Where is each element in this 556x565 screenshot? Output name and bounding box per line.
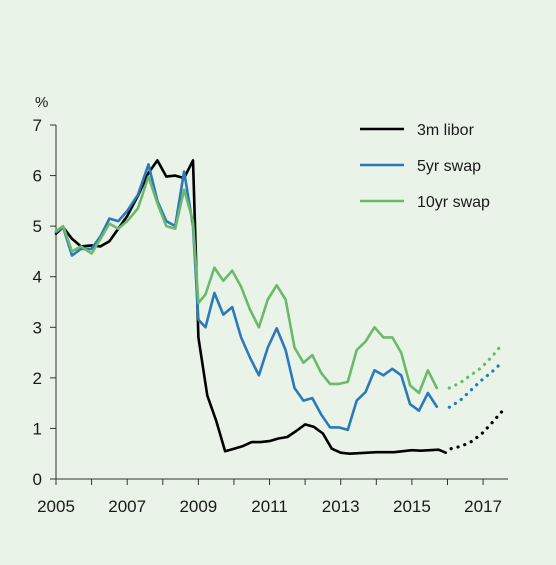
- x-tick-label: 2017: [464, 497, 502, 516]
- y-axis-unit-label: %: [35, 94, 48, 111]
- series-line-3m-libor: [54, 159, 448, 456]
- series-forecast-10yr-swap: [447, 341, 505, 390]
- y-tick-label: 5: [33, 217, 42, 236]
- series-layer: [54, 159, 505, 456]
- legend-label-5yr-swap: 5yr swap: [417, 158, 481, 175]
- y-tick-label: 0: [33, 470, 42, 489]
- x-tick-label: 2005: [37, 497, 75, 516]
- y-tick-label: 1: [33, 419, 42, 438]
- series-line-5yr-swap: [54, 163, 439, 432]
- axes: 0 1 2 3 4 5 6 7 2005 2007 2009 2011 2013 2015 2017: [33, 116, 508, 516]
- series-forecast-3m-libor: [449, 409, 505, 451]
- y-tick-label: 7: [33, 116, 42, 135]
- y-tick-label: 4: [33, 268, 42, 287]
- x-tick-label: 2013: [322, 497, 360, 516]
- series-line-10yr-swap: [54, 175, 439, 395]
- legend-label-3m-libor: 3m libor: [417, 122, 475, 139]
- y-tick-label: 6: [33, 167, 42, 186]
- x-tick-label: 2011: [251, 497, 288, 516]
- legend: 3m libor 5yr swap 10yr swap: [360, 122, 490, 211]
- y-tick-label: 3: [33, 318, 42, 337]
- x-tick-label: 2009: [179, 497, 217, 516]
- x-tick-label: 2015: [393, 497, 431, 516]
- series-forecast-5yr-swap: [447, 360, 505, 409]
- legend-label-10yr-swap: 10yr swap: [417, 194, 490, 211]
- x-tick-label: 2007: [108, 497, 146, 516]
- y-tick-label: 2: [33, 369, 42, 388]
